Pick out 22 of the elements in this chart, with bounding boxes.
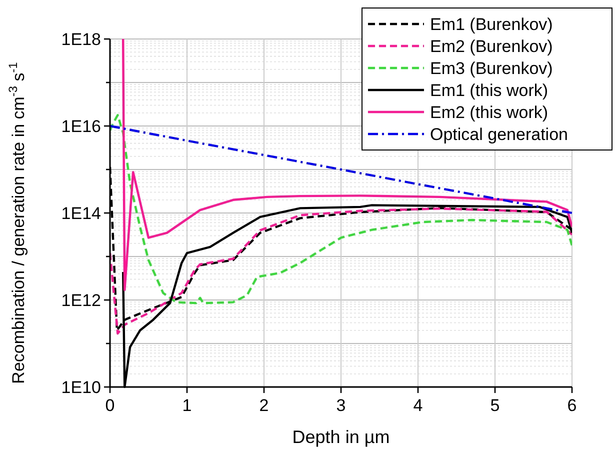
legend-label: Em1 (Burenkov) <box>430 15 553 34</box>
x-tick-label: 4 <box>413 396 423 415</box>
line-series <box>110 124 572 214</box>
legend-label: Em1 (this work) <box>430 81 548 100</box>
line-series <box>110 208 572 335</box>
legend-label: Em2 (Burenkov) <box>430 37 553 56</box>
legend-label: Em2 (this work) <box>430 103 548 122</box>
y-tick-label: 1E14 <box>61 204 101 223</box>
y-tick-label: 1E12 <box>61 291 101 310</box>
x-tick-label: 3 <box>336 396 346 415</box>
x-tick-label: 0 <box>105 396 115 415</box>
legend-label: Optical generation <box>430 125 568 144</box>
y-tick-label: 1E16 <box>61 117 101 136</box>
y-tick-label: 1E10 <box>61 378 101 397</box>
x-tick-label: 5 <box>490 396 500 415</box>
x-axis-title: Depth in µm <box>292 427 390 447</box>
line-series <box>122 38 572 292</box>
legend-label: Em3 (Burenkov) <box>430 59 553 78</box>
x-tick-label: 1 <box>182 396 192 415</box>
x-tick-label: 6 <box>567 396 577 415</box>
x-tick-label: 2 <box>259 396 269 415</box>
y-tick-label: 1E18 <box>61 30 101 49</box>
